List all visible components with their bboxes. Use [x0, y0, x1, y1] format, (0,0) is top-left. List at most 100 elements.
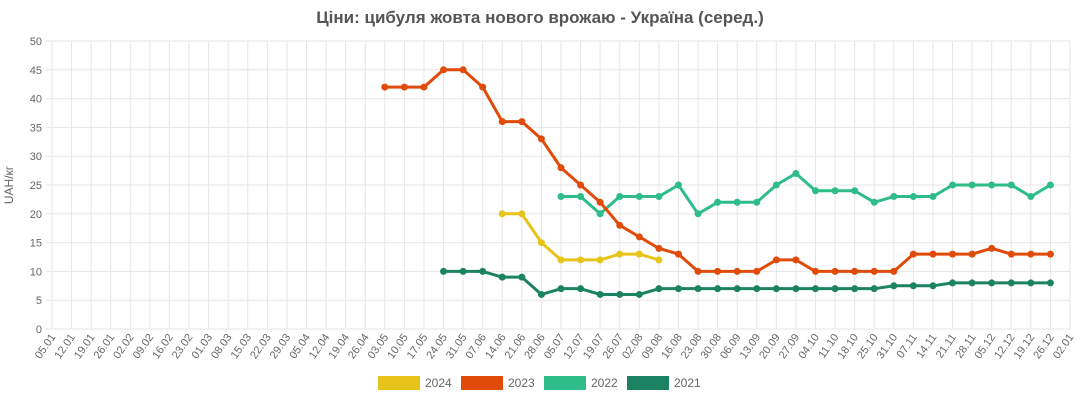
data-point-2023 — [890, 267, 898, 275]
data-point-2023 — [714, 267, 722, 275]
data-point-2021 — [890, 282, 898, 290]
data-point-2023 — [498, 118, 506, 126]
data-point-2023 — [733, 267, 741, 275]
legend-swatch-2024 — [378, 376, 420, 390]
y-tick-label: 40 — [30, 94, 42, 106]
series-line-2021 — [442, 269, 1052, 296]
data-point-2023 — [1027, 250, 1035, 258]
data-point-2022 — [1007, 181, 1015, 189]
data-point-2023 — [870, 267, 878, 275]
series-line-2022 — [559, 171, 1052, 216]
data-point-2021 — [929, 282, 937, 290]
data-point-2021 — [635, 290, 643, 298]
legend-label-2023: 2023 — [508, 376, 535, 390]
y-tick-label: 20 — [30, 209, 42, 221]
data-point-2021 — [655, 285, 663, 293]
data-point-2021 — [498, 273, 506, 281]
data-point-2022 — [1046, 181, 1054, 189]
data-point-2022 — [635, 193, 643, 201]
data-point-2023 — [1007, 250, 1015, 258]
x-tick-label: 07.11 — [895, 332, 920, 361]
data-point-2024 — [518, 210, 526, 218]
data-point-2021 — [753, 285, 761, 293]
y-axis-title: UAH/кг — [2, 165, 16, 204]
data-point-2023 — [694, 267, 702, 275]
data-point-2021 — [968, 279, 976, 287]
data-point-2022 — [870, 198, 878, 206]
y-tick-label: 5 — [36, 295, 42, 307]
data-point-2023 — [851, 267, 859, 275]
data-point-2023 — [909, 250, 917, 258]
legend-label-2021: 2021 — [674, 376, 701, 390]
data-point-2021 — [577, 285, 585, 293]
data-point-2021 — [733, 285, 741, 293]
data-point-2024 — [557, 256, 565, 264]
data-point-2023 — [518, 118, 526, 126]
data-point-2023 — [577, 181, 585, 189]
data-point-2023 — [420, 83, 428, 91]
data-point-2021 — [440, 267, 448, 275]
y-tick-label: 25 — [30, 180, 42, 192]
data-point-2023 — [753, 267, 761, 275]
data-point-2023 — [674, 250, 682, 258]
data-point-2021 — [714, 285, 722, 293]
data-point-2023 — [400, 83, 408, 91]
data-point-2024 — [577, 256, 585, 264]
data-point-2023 — [479, 83, 487, 91]
data-point-2024 — [596, 256, 604, 264]
data-point-2021 — [1007, 279, 1015, 287]
y-tick-label: 15 — [30, 238, 42, 250]
data-point-2022 — [596, 210, 604, 218]
data-point-2022 — [909, 193, 917, 201]
data-point-2021 — [596, 290, 604, 298]
data-point-2023 — [812, 267, 819, 275]
legend-swatch-2023 — [461, 376, 503, 390]
data-point-2023 — [459, 66, 467, 74]
x-tick-label: 14.11 — [914, 332, 939, 361]
x-tick-label: 04.10 — [796, 332, 822, 361]
data-point-2022 — [753, 198, 761, 206]
data-point-2022 — [733, 198, 741, 206]
data-point-2023 — [557, 164, 565, 172]
chart-title: Ціни: цибуля жовта нового врожаю - Украї… — [316, 8, 764, 27]
data-point-2022 — [616, 193, 624, 201]
data-point-2021 — [949, 279, 957, 287]
data-point-2021 — [812, 285, 819, 293]
data-point-2022 — [1027, 193, 1035, 201]
data-point-2022 — [792, 169, 800, 177]
data-point-2022 — [988, 181, 996, 189]
data-point-2021 — [557, 285, 565, 293]
data-point-2024 — [655, 256, 663, 264]
data-point-2021 — [1027, 279, 1035, 287]
legend-label-2022: 2022 — [591, 376, 618, 390]
y-tick-label: 35 — [30, 122, 42, 134]
data-point-2024 — [498, 210, 506, 218]
data-point-2021 — [616, 290, 624, 298]
data-point-2021 — [1046, 279, 1054, 287]
data-point-2021 — [831, 285, 839, 293]
data-point-2022 — [714, 198, 722, 206]
data-point-2023 — [1046, 250, 1054, 258]
y-tick-label: 0 — [36, 324, 42, 336]
data-point-2021 — [674, 285, 682, 293]
data-point-2021 — [694, 285, 702, 293]
data-point-2023 — [792, 256, 800, 264]
data-point-2022 — [655, 193, 663, 201]
data-point-2021 — [459, 267, 467, 275]
x-tick-label: 02.01 — [1051, 332, 1077, 361]
data-point-2022 — [557, 193, 565, 201]
data-point-2023 — [537, 135, 545, 143]
data-point-2022 — [968, 181, 976, 189]
data-point-2022 — [929, 193, 937, 201]
data-point-2021 — [792, 285, 800, 293]
data-point-2021 — [851, 285, 859, 293]
data-point-2021 — [537, 290, 545, 298]
data-point-2021 — [870, 285, 878, 293]
y-tick-label: 30 — [30, 151, 42, 163]
y-tick-label: 10 — [30, 266, 42, 278]
data-point-2022 — [812, 187, 819, 195]
data-point-2022 — [949, 181, 957, 189]
data-point-2022 — [890, 193, 898, 201]
data-point-2022 — [831, 187, 839, 195]
